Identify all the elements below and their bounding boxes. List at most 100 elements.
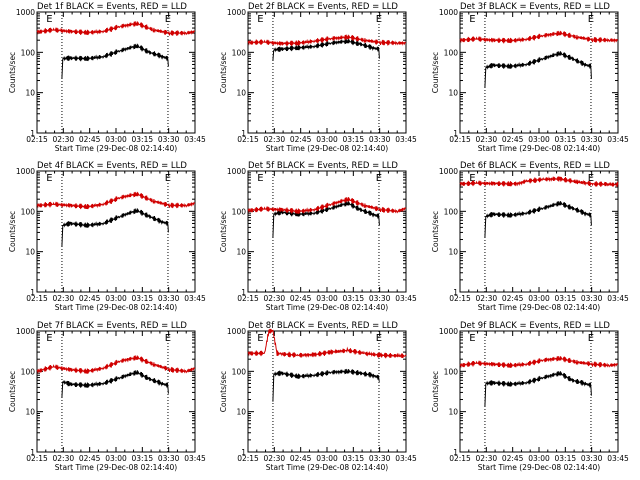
event-marker-label: E	[588, 173, 594, 184]
event-marker-label: E	[469, 14, 475, 25]
y-axis-label: Counts/sec	[219, 52, 228, 93]
x-tick-label: 02:45	[290, 454, 312, 463]
x-tick-label: 03:30	[369, 294, 391, 303]
x-axis-label: Start Time (29-Dec-08 02:14:40)	[55, 144, 177, 153]
x-tick-label: 03:45	[395, 454, 417, 463]
lld-series-line	[247, 328, 407, 359]
events-series-line	[61, 370, 169, 398]
y-axis-label: Counts/sec	[8, 371, 17, 412]
lld-series-line	[459, 175, 619, 187]
y-tick-label: 1	[30, 448, 35, 457]
x-tick-label: 03:15	[132, 454, 154, 463]
y-tick-label: 1000	[439, 8, 458, 17]
x-tick-label: 03:00	[316, 135, 338, 144]
y-axis-label: Counts/sec	[8, 52, 17, 93]
y-axis-label: Counts/sec	[219, 211, 228, 252]
x-tick-label: 03:45	[607, 294, 629, 303]
x-tick-label: 03:30	[158, 294, 180, 303]
x-tick-label: 02:45	[502, 294, 524, 303]
x-tick-label: 03:00	[528, 294, 550, 303]
x-tick-label: 03:15	[555, 135, 577, 144]
event-marker-label: E	[376, 14, 382, 25]
x-tick-label: 03:45	[607, 135, 629, 144]
x-tick-label: 02:30	[264, 294, 286, 303]
y-tick-label: 1	[241, 288, 246, 297]
events-series-line	[484, 51, 592, 88]
y-tick-label: 1	[30, 129, 35, 138]
y-tick-label: 10	[448, 408, 458, 417]
y-tick-label: 1000	[16, 327, 35, 336]
x-tick-label: 03:45	[184, 294, 206, 303]
x-axis-label: Start Time (29-Dec-08 02:14:40)	[478, 303, 600, 312]
y-tick-label: 1	[241, 448, 246, 457]
x-tick-label: 03:15	[555, 454, 577, 463]
x-axis-label: Start Time (29-Dec-08 02:14:40)	[266, 303, 388, 312]
y-tick-label: 100	[444, 367, 459, 376]
y-tick-label: 10	[236, 408, 246, 417]
x-tick-label: 03:15	[555, 294, 577, 303]
y-tick-label: 10	[448, 248, 458, 257]
events-series-line	[272, 201, 380, 238]
x-tick-label: 03:15	[343, 294, 365, 303]
panel-title: Det 2f BLACK = Events, RED = LLD	[248, 2, 398, 12]
y-tick-label: 100	[21, 367, 36, 376]
y-tick-label: 1000	[227, 167, 246, 176]
plot-frame	[459, 170, 619, 293]
x-tick-label: 02:45	[79, 135, 101, 144]
x-axis-label: Start Time (29-Dec-08 02:14:40)	[55, 463, 177, 472]
x-axis-label: Start Time (29-Dec-08 02:14:40)	[55, 303, 177, 312]
x-tick-label: 02:30	[476, 135, 498, 144]
event-marker-label: E	[165, 173, 171, 184]
x-tick-label: 03:30	[369, 454, 391, 463]
y-tick-label: 1000	[439, 167, 458, 176]
x-tick-label: 03:15	[132, 135, 154, 144]
lld-series-line	[36, 191, 196, 210]
x-tick-label: 03:30	[158, 135, 180, 144]
x-tick-label: 03:30	[581, 294, 603, 303]
panel-title: Det 3f BLACK = Events, RED = LLD	[460, 2, 610, 12]
event-marker-label: E	[46, 173, 52, 184]
y-tick-label: 100	[232, 48, 247, 57]
plot-frame	[36, 330, 196, 453]
x-tick-label: 02:15	[237, 454, 259, 463]
x-tick-label: 02:45	[290, 294, 312, 303]
y-tick-label: 1000	[227, 327, 246, 336]
event-marker-label: E	[46, 333, 52, 344]
x-tick-label: 03:00	[316, 454, 338, 463]
plot-frame	[247, 170, 407, 293]
y-tick-label: 10	[236, 248, 246, 257]
event-marker-label: E	[469, 173, 475, 184]
event-marker-label: E	[165, 333, 171, 344]
x-tick-label: 03:45	[395, 135, 417, 144]
y-tick-label: 100	[21, 48, 36, 57]
panel-title: Det 4f BLACK = Events, RED = LLD	[37, 161, 187, 171]
x-tick-label: 03:45	[184, 454, 206, 463]
panel-title: Det 5f BLACK = Events, RED = LLD	[248, 161, 398, 171]
x-tick-label: 03:15	[343, 135, 365, 144]
panel-title: Det 9f BLACK = Events, RED = LLD	[460, 321, 610, 331]
lld-series-line	[36, 355, 195, 375]
x-tick-label: 02:30	[476, 454, 498, 463]
y-tick-label: 10	[448, 89, 458, 98]
x-tick-label: 03:15	[132, 294, 154, 303]
x-tick-label: 02:15	[26, 294, 48, 303]
y-tick-label: 10	[236, 89, 246, 98]
x-tick-label: 03:00	[105, 454, 127, 463]
y-axis-label: Counts/sec	[219, 371, 228, 412]
y-tick-label: 10	[25, 408, 35, 417]
x-tick-label: 02:15	[237, 294, 259, 303]
lld-series-line	[247, 34, 407, 47]
x-tick-label: 03:15	[343, 454, 365, 463]
x-axis-label: Start Time (29-Dec-08 02:14:40)	[266, 144, 388, 153]
x-tick-label: 03:00	[105, 294, 127, 303]
event-marker-label: E	[376, 333, 382, 344]
detector-panel: Det 5f BLACK = Events, RED = LLD 1 10 100 10…	[219, 161, 417, 312]
event-marker-label: E	[588, 333, 594, 344]
panel-title: Det 6f BLACK = Events, RED = LLD	[460, 161, 610, 171]
x-tick-label: 02:45	[79, 454, 101, 463]
y-tick-label: 10	[25, 248, 35, 257]
x-tick-label: 02:15	[237, 135, 259, 144]
x-tick-label: 02:30	[264, 135, 286, 144]
event-marker-label: E	[257, 333, 263, 344]
